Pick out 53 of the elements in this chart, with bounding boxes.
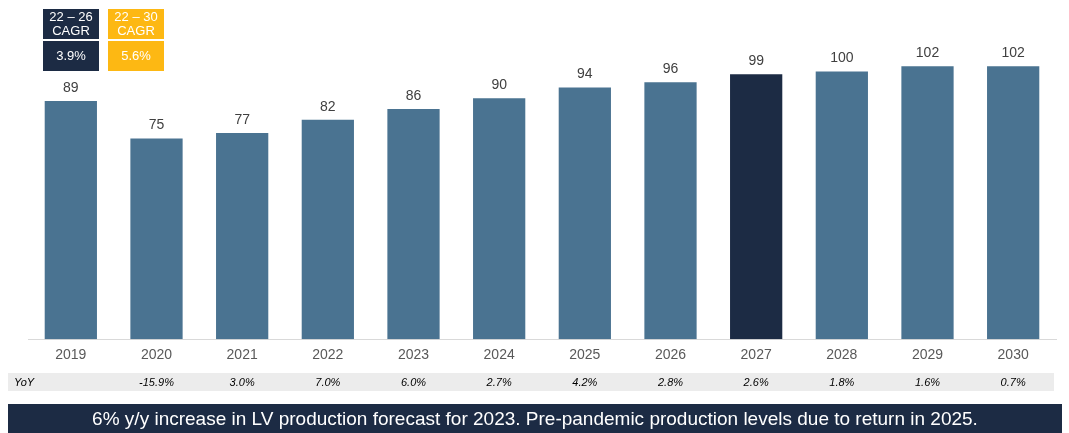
x-tick-label: 2021 [226,346,258,363]
x-tick-label: 2027 [740,346,772,363]
text: 7.0% [315,376,341,388]
x-tick-label: 2024 [483,346,515,363]
bar [216,133,269,340]
text: 6% y/y increase in LV production forecast for 2023. Pre-pandemic production levels due to return in 2025. [8,404,1062,433]
x-tick-label: 2030 [997,346,1029,363]
x-tick-label: 2026 [654,346,687,363]
bar [644,82,697,340]
text: 6.0% [400,376,427,388]
bar [130,138,183,340]
text: 22 – 30 CAGR [107,8,165,40]
bar [815,71,868,340]
text: 1.8% [829,376,855,388]
text: 0.7% [1000,376,1026,388]
data-label: 75 [148,116,165,133]
data-label: 96 [662,60,679,77]
x-tick-label: 2022 [312,346,344,363]
text: -15.9% [139,376,174,388]
data-label: 94 [577,65,593,82]
text: 2.6% [743,376,769,388]
text: 5.6% [107,40,165,72]
text: 3.0% [229,376,255,388]
data-label: 89 [63,78,79,95]
data-label: 102 [915,44,940,61]
bar [987,66,1040,340]
text: 2.8% [657,376,684,388]
bar [387,109,440,340]
bar [901,66,954,340]
x-tick-label: 2028 [826,346,858,363]
data-label: 102 [1001,44,1026,61]
bar [473,98,526,340]
text: 1.6% [914,376,941,388]
data-label: 82 [320,97,336,114]
bar [558,87,611,340]
bar [301,119,354,340]
text: 22 – 26 CAGR [42,8,100,40]
text: YoY [13,376,35,388]
x-tick-label: 2029 [911,346,944,363]
data-label: 77 [234,110,251,127]
text: 2.7% [486,376,512,388]
data-label: 99 [748,52,765,69]
x-tick-label: 2019 [55,346,87,363]
data-label: 100 [830,49,854,66]
bar [44,100,97,340]
x-tick-label: 2020 [140,346,173,363]
bar [730,74,783,340]
x-tick-label: 2025 [569,346,601,363]
text: 3.9% [42,40,100,72]
x-tick-label: 2023 [397,346,430,363]
text: 4.2% [572,376,598,388]
data-label: 90 [491,76,508,93]
data-label: 86 [405,86,422,103]
